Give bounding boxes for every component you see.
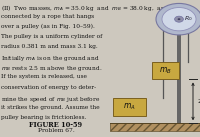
Text: conservation of energy to deter-: conservation of energy to deter-	[1, 85, 96, 89]
Text: 2.5 m: 2.5 m	[198, 99, 200, 104]
Bar	[177, 19, 181, 123]
Text: Initially $m_A$ is on the ground and: Initially $m_A$ is on the ground and	[1, 54, 100, 63]
Bar	[110, 123, 200, 131]
Text: Problem 67.: Problem 67.	[38, 128, 74, 133]
Circle shape	[156, 3, 200, 35]
Text: pulley bearing is frictionless.: pulley bearing is frictionless.	[1, 115, 86, 120]
Circle shape	[178, 18, 180, 20]
Text: (II)  Two masses, $m_A$ = 35.0 kg  and  $m_B$ = 38.0 kg,  are: (II) Two masses, $m_A$ = 35.0 kg and $m_…	[1, 3, 168, 13]
Text: connected by a rope that hangs: connected by a rope that hangs	[1, 14, 94, 18]
Text: $R_0$: $R_0$	[184, 14, 193, 22]
Bar	[113, 98, 146, 116]
Circle shape	[175, 16, 183, 22]
Text: it strikes the ground. Assume the: it strikes the ground. Assume the	[1, 105, 100, 110]
Text: If the system is released, use: If the system is released, use	[1, 74, 87, 79]
Text: $m_B$: $m_B$	[159, 65, 172, 76]
Text: radius 0.381 m and mass 3.1 kg.: radius 0.381 m and mass 3.1 kg.	[1, 44, 98, 49]
Text: mine the speed of $m_B$ just before: mine the speed of $m_B$ just before	[1, 95, 100, 104]
Text: The pulley is a uniform cylinder of: The pulley is a uniform cylinder of	[1, 34, 102, 39]
Circle shape	[162, 8, 196, 31]
Text: $m_A$: $m_A$	[123, 102, 136, 112]
Text: over a pulley (as in Fig. 10–59).: over a pulley (as in Fig. 10–59).	[1, 24, 95, 29]
Text: $m_B$ rests 2.5 m above the ground.: $m_B$ rests 2.5 m above the ground.	[1, 64, 102, 73]
Bar	[152, 62, 179, 79]
Text: FIGURE 10-59: FIGURE 10-59	[29, 121, 83, 129]
